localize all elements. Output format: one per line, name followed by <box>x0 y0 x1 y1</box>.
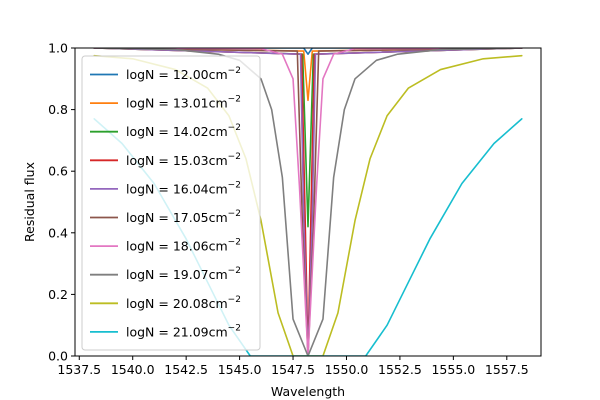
x-tick-label-7: 1555.0 <box>431 362 475 377</box>
series-line-3 <box>93 48 523 356</box>
y-tick-label-3: 0.6 <box>48 164 68 179</box>
series-line-6 <box>93 48 523 356</box>
series-line-0 <box>93 48 523 55</box>
legend-label-exponent-6: −2 <box>228 238 241 248</box>
legend-label-7: logN = 19.07cm−2 <box>126 266 241 282</box>
legend-frame <box>81 55 261 351</box>
x-tick-label-4: 1547.5 <box>271 362 315 377</box>
series-line-4 <box>93 48 523 356</box>
legend-label-3: logN = 15.03cm−2 <box>126 152 241 168</box>
y-tick-label-4: 0.8 <box>48 102 68 117</box>
legend-label-exponent-8: −2 <box>228 295 241 305</box>
y-tick-label-0: 0.0 <box>48 349 68 364</box>
legend-label-5: logN = 17.05cm−2 <box>126 209 241 225</box>
x-tick-label-1: 1540.0 <box>111 362 155 377</box>
y-axis-label: Residual flux <box>22 162 37 242</box>
legend-label-exponent-9: −2 <box>228 323 241 333</box>
legend-label-exponent-3: −2 <box>228 152 241 162</box>
legend-label-exponent-5: −2 <box>228 209 241 219</box>
x-tick-label-5: 1550.0 <box>325 362 369 377</box>
y-tick-label-5: 1.0 <box>48 41 68 56</box>
x-axis: 1537.5 1540.0 1542.5 1545.0 1547.5 1550.0 1552… <box>57 356 529 377</box>
series-line-5 <box>93 48 523 356</box>
legend-label-1: logN = 13.01cm−2 <box>126 95 241 111</box>
x-tick-label-3: 1545.0 <box>218 362 262 377</box>
legend-label-exponent-0: −2 <box>228 66 241 76</box>
y-axis: 0.0 0.2 0.4 0.6 0.8 1.0 <box>48 41 75 364</box>
legend-label-4: logN = 16.04cm−2 <box>126 180 241 196</box>
legend-label-exponent-4: −2 <box>228 180 241 190</box>
plot-frame <box>74 47 542 357</box>
legend-label-exponent-7: −2 <box>228 266 241 276</box>
legend-label-0: logN = 12.00cm−2 <box>126 66 241 82</box>
x-tick-label-2: 1542.5 <box>164 362 208 377</box>
legend-label-8: logN = 20.08cm−2 <box>126 295 241 311</box>
x-axis-label: Wavelength <box>271 384 345 399</box>
x-tick-label-6: 1552.5 <box>378 362 422 377</box>
legend: logN = 12.00cm−2 logN = 13.01cm−2 logN = 1… <box>81 55 261 351</box>
legend-label-6: logN = 18.06cm−2 <box>126 238 241 254</box>
x-tick-label-0: 1537.5 <box>57 362 101 377</box>
y-tick-label-1: 0.2 <box>48 287 68 302</box>
legend-label-exponent-1: −2 <box>228 95 241 105</box>
legend-label-2: logN = 14.02cm−2 <box>126 123 241 139</box>
legend-label-exponent-2: −2 <box>228 123 241 133</box>
x-tick-label-8: 1557.5 <box>485 362 529 377</box>
legend-label-9: logN = 21.09cm−2 <box>126 323 241 339</box>
y-tick-label-2: 0.4 <box>48 225 68 240</box>
